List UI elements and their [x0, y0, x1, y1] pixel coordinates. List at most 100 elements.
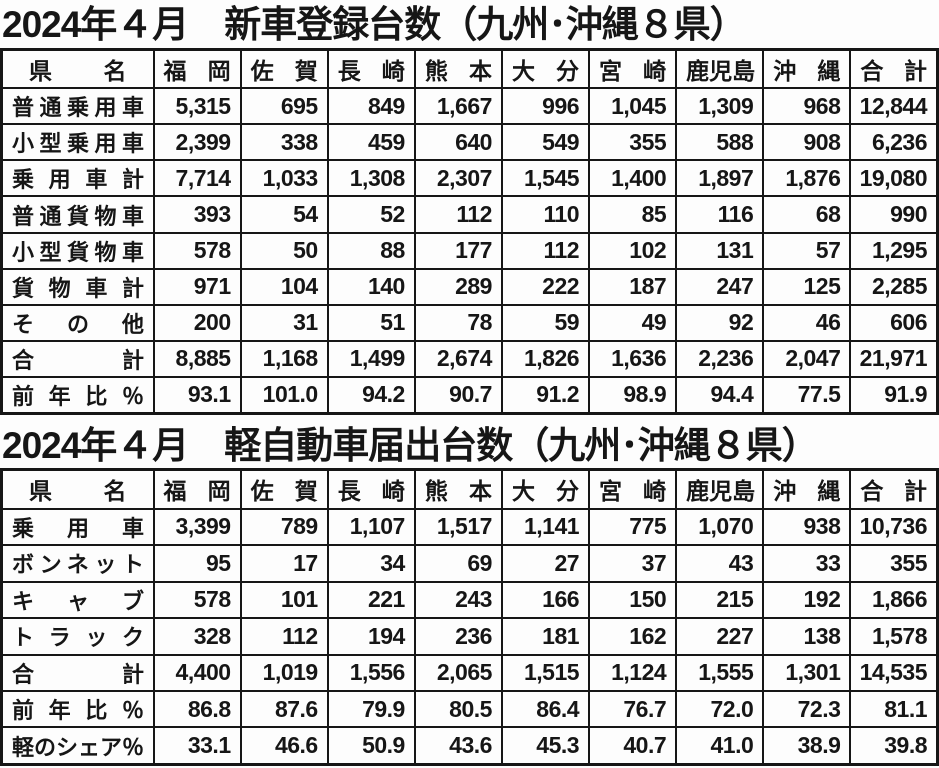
- value-cell: 37: [588, 544, 678, 583]
- value-cell: 94.4: [675, 375, 765, 415]
- value-cell: 46: [762, 303, 852, 342]
- value-cell: 33.1: [152, 726, 242, 766]
- header-row: 県名 福岡 佐賀 長崎 熊本 大分 宮崎 鹿児島 沖縄 合計: [0, 48, 939, 90]
- value-cell: 86.8: [152, 689, 242, 729]
- value-cell: 1,876: [762, 159, 852, 198]
- value-cell: 1,301: [762, 653, 852, 692]
- row-label-cell: 普通乗用車: [0, 87, 155, 126]
- row-label-cell: トラック: [0, 617, 155, 656]
- value-cell: 94.2: [326, 375, 416, 415]
- value-cell: 95: [152, 544, 242, 583]
- value-cell: 227: [675, 617, 765, 656]
- value-cell: 3,399: [152, 507, 242, 547]
- value-cell: 192: [762, 580, 852, 620]
- value-cell: 87.6: [239, 689, 329, 729]
- value-cell: 138: [762, 617, 852, 656]
- table-row: 乗用車 3,399 789 1,107 1,517 1,141 775 1,070 938 10,…: [0, 507, 939, 547]
- value-cell: 21,971: [849, 339, 939, 378]
- new-car-registration-title: 2024年４月 新車登録台数（九州･沖縄８県）: [2, 4, 747, 45]
- value-cell: 2,236: [675, 339, 765, 378]
- table-row: 前年比％ 86.8 87.6 79.9 80.5 86.4 76.7 72.0 72.3 81.1: [0, 689, 939, 729]
- value-cell: 43: [675, 544, 765, 583]
- value-cell: 90.7: [413, 375, 503, 415]
- column-header-cell: 熊本: [413, 468, 503, 510]
- row-label-cell: 前年比％: [0, 375, 155, 415]
- value-cell: 39.8: [849, 726, 939, 766]
- value-cell: 101.0: [239, 375, 329, 415]
- row-label-cell: 前年比％: [0, 689, 155, 729]
- value-cell: 1,499: [326, 339, 416, 378]
- value-cell: 215: [675, 580, 765, 620]
- value-cell: 194: [326, 617, 416, 656]
- value-cell: 68: [762, 195, 852, 234]
- value-cell: 77.5: [762, 375, 852, 415]
- value-cell: 289: [413, 267, 503, 306]
- value-cell: 52: [326, 195, 416, 234]
- header-row: 県名 福岡 佐賀 長崎 熊本 大分 宮崎 鹿児島 沖縄 合計: [0, 468, 939, 510]
- row-label-cell: 乗用車計: [0, 159, 155, 198]
- value-cell: 33: [762, 544, 852, 583]
- value-cell: 166: [500, 580, 591, 620]
- value-cell: 775: [588, 507, 678, 547]
- value-cell: 51: [326, 303, 416, 342]
- value-cell: 2,674: [413, 339, 503, 378]
- value-cell: 27: [500, 544, 591, 583]
- value-cell: 908: [762, 123, 852, 162]
- value-cell: 45.3: [500, 726, 591, 766]
- value-cell: 91.9: [849, 375, 939, 415]
- value-cell: 181: [500, 617, 591, 656]
- value-cell: 110: [500, 195, 591, 234]
- value-cell: 1,295: [849, 231, 939, 270]
- kei-car-report-title: 2024年４月 軽自動車届出台数（九州･沖縄８県）: [2, 425, 819, 466]
- value-cell: 1,124: [588, 653, 678, 692]
- value-cell: 1,070: [675, 507, 765, 547]
- value-cell: 7,714: [152, 159, 242, 198]
- table-row: 合計 4,400 1,019 1,556 2,065 1,515 1,124 1,555 1,3…: [0, 653, 939, 692]
- column-header-cell: 宮崎: [588, 48, 678, 90]
- value-cell: 112: [239, 617, 329, 656]
- value-cell: 236: [413, 617, 503, 656]
- value-cell: 1,308: [326, 159, 416, 198]
- value-cell: 140: [326, 267, 416, 306]
- value-cell: 92: [675, 303, 765, 342]
- value-cell: 31: [239, 303, 329, 342]
- value-cell: 606: [849, 303, 939, 342]
- column-header-cell: 合計: [849, 468, 939, 510]
- row-label-cell: 普通貨物車: [0, 195, 155, 234]
- value-cell: 72.3: [762, 689, 852, 729]
- column-header-cell: 熊本: [413, 48, 503, 90]
- value-cell: 222: [500, 267, 591, 306]
- table-row: 前年比％ 93.1 101.0 94.2 90.7 91.2 98.9 94.4 77.5 91.…: [0, 375, 939, 415]
- value-cell: 2,065: [413, 653, 503, 692]
- table-row: 軽のシェア％ 33.1 46.6 50.9 43.6 45.3 40.7 41.0 38.9 39…: [0, 726, 939, 766]
- row-label-cell: 合計: [0, 339, 155, 378]
- value-cell: 393: [152, 195, 242, 234]
- value-cell: 1,141: [500, 507, 591, 547]
- value-cell: 93.1: [152, 375, 242, 415]
- value-cell: 2,285: [849, 267, 939, 306]
- value-cell: 1,578: [849, 617, 939, 656]
- value-cell: 990: [849, 195, 939, 234]
- value-cell: 187: [588, 267, 678, 306]
- value-cell: 69: [413, 544, 503, 583]
- value-cell: 2,307: [413, 159, 503, 198]
- value-cell: 150: [588, 580, 678, 620]
- table-row: その他 200 31 51 78 59 49 92 46 606: [0, 303, 939, 342]
- value-cell: 1,636: [588, 339, 678, 378]
- table-row: 小型乗用車 2,399 338 459 640 549 355 588 908 6,236: [0, 123, 939, 162]
- value-cell: 1,556: [326, 653, 416, 692]
- value-cell: 8,885: [152, 339, 242, 378]
- value-cell: 81.1: [849, 689, 939, 729]
- value-cell: 996: [500, 87, 591, 126]
- value-cell: 1,033: [239, 159, 329, 198]
- column-header-cell: 鹿児島: [675, 468, 765, 510]
- column-header-cell: 佐賀: [239, 48, 329, 90]
- value-cell: 50.9: [326, 726, 416, 766]
- value-cell: 355: [849, 544, 939, 583]
- column-header-cell: 大分: [500, 468, 591, 510]
- value-cell: 221: [326, 580, 416, 620]
- value-cell: 34: [326, 544, 416, 583]
- value-cell: 1,168: [239, 339, 329, 378]
- value-cell: 72.0: [675, 689, 765, 729]
- row-label-cell: キャブ: [0, 580, 155, 620]
